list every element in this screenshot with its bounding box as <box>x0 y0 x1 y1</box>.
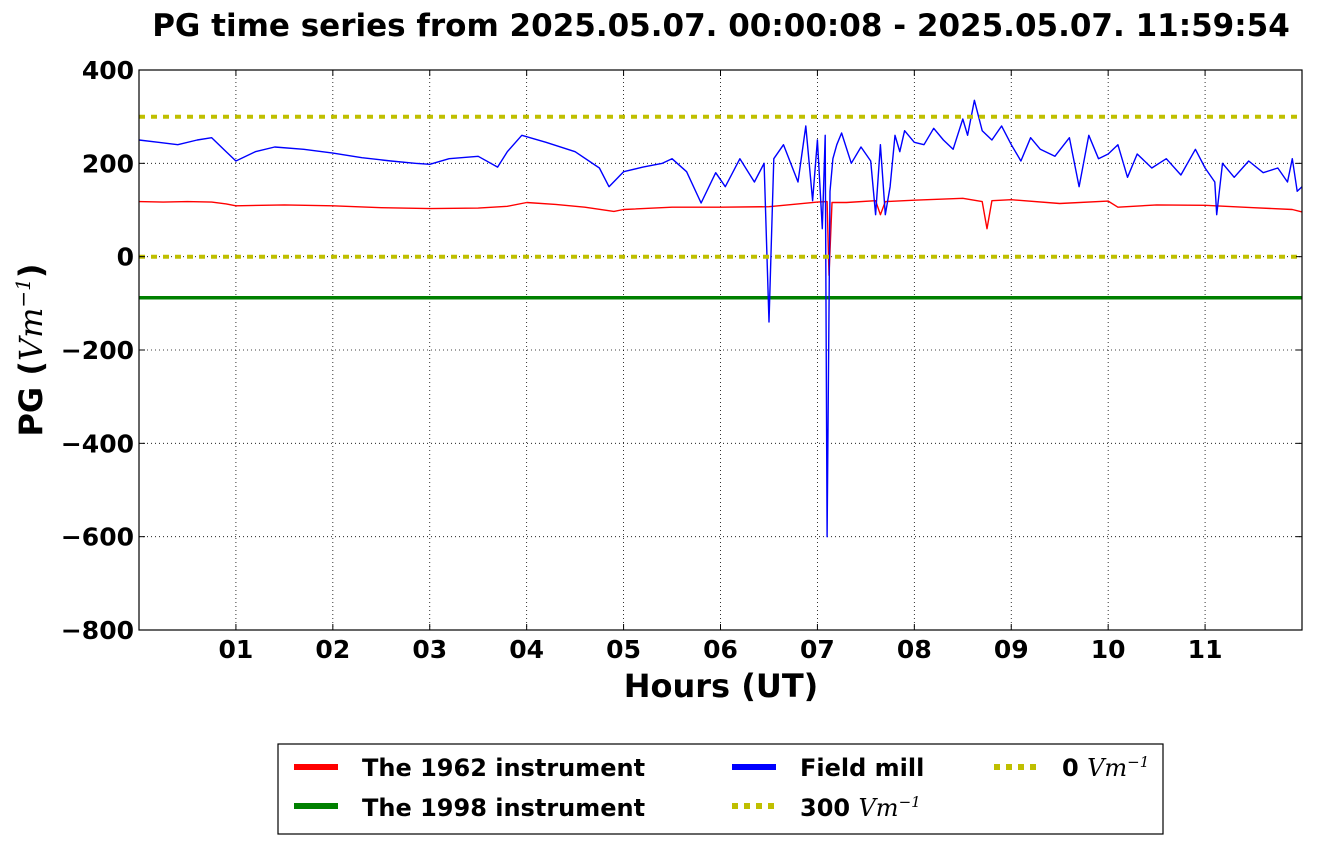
legend-label-0-value: 0 <box>1062 754 1079 782</box>
legend-label-1962: The 1962 instrument <box>362 754 645 782</box>
series-layer <box>138 99 1303 538</box>
series-line-1962-instrument <box>138 197 1303 276</box>
y-axis-label-text: PG ( <box>12 361 50 436</box>
grid-lines <box>139 70 1302 630</box>
y-tick-label: −600 <box>61 523 134 552</box>
x-tick-label: 01 <box>219 635 254 664</box>
y-tick-label: 400 <box>82 56 134 85</box>
x-tick-label: 10 <box>1091 635 1126 664</box>
y-axis-label-exponent: −1 <box>11 278 35 307</box>
y-axis-label-close: ) <box>12 263 50 278</box>
x-tick-label: 05 <box>606 635 641 664</box>
y-tick-label: 200 <box>82 149 134 178</box>
y-tick-label: 0 <box>117 243 134 272</box>
y-tick-label: −800 <box>61 616 134 645</box>
legend-label-300-exponent: −1 <box>899 793 921 811</box>
y-axis-label-unit: Vm <box>12 308 50 361</box>
legend-label-field-mill: Field mill <box>800 754 924 782</box>
legend-box <box>277 743 1164 835</box>
legend-label-0-exponent: −1 <box>1127 753 1149 771</box>
x-tick-label: 09 <box>994 635 1029 664</box>
y-tick-label: −400 <box>61 429 134 458</box>
x-axis-label: Hours (UT) <box>624 667 819 705</box>
legend-label-300-value: 300 <box>800 794 850 822</box>
x-tick-label: 07 <box>800 635 835 664</box>
legend-label-1998: The 1998 instrument <box>362 794 645 822</box>
legend-label-300: 300 Vm−1 <box>800 793 921 822</box>
y-tick-label: −200 <box>61 336 134 365</box>
legend-label-0-unit: Vm <box>1087 754 1127 782</box>
series-line-field-mill <box>138 99 1303 538</box>
x-tick-label: 03 <box>412 635 447 664</box>
x-tick-label: 06 <box>703 635 738 664</box>
x-tick-label: 04 <box>509 635 544 664</box>
legend: The 1962 instrument The 1998 instrument … <box>277 743 1164 835</box>
x-tick-label: 11 <box>1188 635 1223 664</box>
y-axis-label: PG (Vm−1) <box>11 263 50 436</box>
chart-title: PG time series from 2025.05.07. 00:00:08… <box>152 8 1290 44</box>
legend-label-0: 0 Vm−1 <box>1062 753 1149 782</box>
x-tick-label: 08 <box>897 635 932 664</box>
x-tick-label: 02 <box>315 635 350 664</box>
axis-ticks: 01 02 03 04 05 06 07 08 09 10 11 400 200 0 −200 −400 −60… <box>61 56 1302 664</box>
legend-label-300-unit: Vm <box>858 794 898 822</box>
